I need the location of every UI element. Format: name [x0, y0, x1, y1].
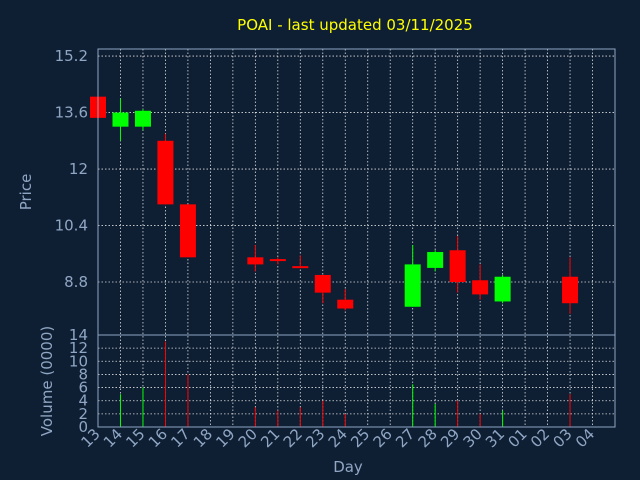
candle-body: [269, 259, 286, 262]
x-axis-label: Day: [333, 458, 363, 476]
candle-body: [427, 252, 444, 268]
candle-body: [179, 204, 196, 258]
volume-tick-label: 12: [69, 339, 88, 357]
candle-body: [449, 250, 466, 283]
volume-tick-label: 6: [78, 379, 88, 397]
candle-body: [494, 276, 511, 302]
volume-panel-frame: [97, 334, 616, 428]
volume-tick-label: 14: [69, 326, 88, 344]
price-tick-label: 8.8: [64, 273, 88, 291]
candle-body: [292, 266, 309, 269]
candle-body: [337, 299, 354, 309]
candle-body: [112, 112, 129, 127]
marks-layer: [90, 94, 579, 427]
candle-body: [404, 264, 421, 307]
volume-tick-label: 2: [78, 405, 88, 423]
volume-tick-label: 10: [69, 352, 88, 370]
candle-body: [157, 140, 174, 205]
price-axis-label: Price: [17, 174, 35, 211]
volume-tick-label: 4: [78, 392, 88, 410]
frame-layer: [97, 48, 616, 428]
candle-body: [247, 257, 264, 265]
price-tick-label: 15.2: [55, 47, 88, 65]
chart-title: POAI - last updated 03/11/2025: [237, 16, 473, 34]
volume-axis-label: Volume (0000): [38, 326, 56, 436]
grid-layer: [98, 49, 615, 427]
price-tick-label: 12: [69, 160, 88, 178]
candle-body: [314, 274, 331, 293]
price-tick-label: 10.4: [55, 217, 88, 235]
price-tick-label: 13.6: [55, 104, 88, 122]
candle-body: [562, 276, 579, 304]
candle-body: [134, 110, 151, 127]
volume-tick-label: 0: [78, 418, 88, 436]
volume-tick-label: 8: [78, 365, 88, 383]
candle-body: [472, 280, 489, 295]
